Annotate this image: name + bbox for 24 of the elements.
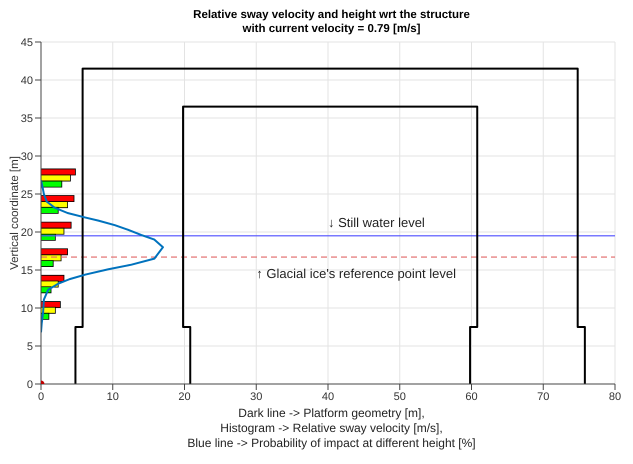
ref-line-label: ↓ Still water level [328, 214, 425, 230]
x-axis-title: Dark line -> Platform geometry [m], Histogram -> Relative sway velocity [m/s], Blue line -> Probability of impact at different height [%] [186, 406, 477, 451]
x-tick-label: 50 [394, 390, 406, 403]
y-tick-label: 15 [20, 264, 33, 277]
x-tick-label: 20 [178, 390, 191, 403]
chart-title: Relative sway velocity and height wrt the structure with current velocity = 0.79 [m/s] [192, 8, 471, 36]
x-tick-label: 0 [38, 390, 44, 403]
y-tick-label: 20 [20, 226, 33, 239]
x-tick-label: 40 [322, 390, 334, 403]
x-tick-label: 10 [106, 390, 119, 403]
y-tick-label: 5 [26, 340, 33, 353]
x-tick-label: 60 [465, 390, 478, 403]
y-tick-label: 40 [20, 74, 33, 87]
y-tick-label: 25 [20, 188, 33, 201]
y-tick-label: 0 [26, 378, 33, 391]
y-tick-label: 30 [20, 150, 33, 163]
y-tick-label: 45 [20, 36, 33, 49]
y-axis-title: Vertical coordinate [m] [9, 156, 22, 270]
x-tick-label: 80 [608, 390, 622, 403]
x-tick-label: 30 [250, 390, 262, 403]
y-tick-label: 10 [20, 302, 33, 315]
x-tick-label: 70 [537, 390, 550, 403]
ref-line-label: ↑ Glacial ice's reference point level [256, 266, 456, 282]
y-tick-label: 35 [20, 112, 33, 125]
